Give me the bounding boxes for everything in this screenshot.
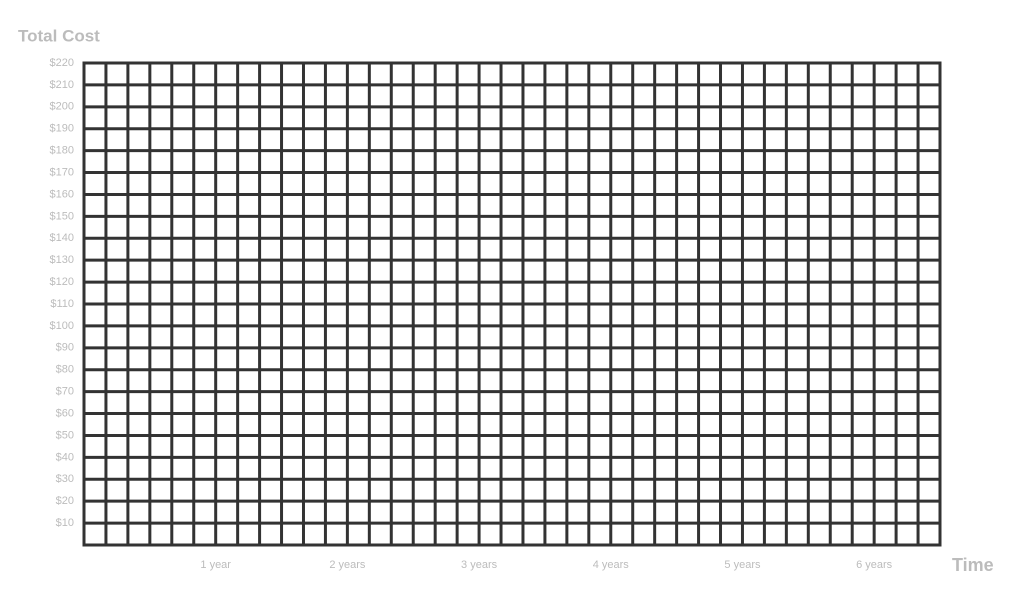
y-tick-label: $150: [50, 210, 74, 222]
y-tick-label: $70: [56, 386, 74, 398]
y-tick-label: $60: [56, 407, 74, 419]
x-axis-label: Time: [952, 555, 994, 575]
y-tick-label: $180: [50, 145, 74, 157]
y-tick-label: $130: [50, 254, 74, 266]
y-tick-label: $160: [50, 188, 74, 200]
x-tick-label: 4 years: [593, 559, 630, 571]
y-tick-label: $80: [56, 364, 74, 376]
y-tick-label: $100: [50, 320, 74, 332]
y-tick-label: $220: [50, 57, 74, 69]
y-tick-label: $110: [50, 298, 74, 310]
y-tick-label: $200: [50, 101, 74, 113]
y-tick-label: $40: [56, 451, 74, 463]
y-tick-label: $120: [50, 276, 74, 288]
y-tick-label: $140: [50, 232, 74, 244]
y-tick-label: $170: [50, 166, 74, 178]
x-tick-label: 6 years: [856, 559, 893, 571]
x-tick-label: 1 year: [200, 559, 231, 571]
y-tick-label: $30: [56, 473, 74, 485]
y-tick-label: $10: [56, 517, 74, 529]
y-tick-label: $90: [56, 342, 74, 354]
y-axis-label: Total Cost: [18, 26, 100, 45]
y-tick-label: $20: [56, 495, 74, 507]
x-tick-label: 5 years: [724, 559, 761, 571]
y-tick-label: $50: [56, 429, 74, 441]
y-tick-label: $210: [50, 79, 74, 91]
x-tick-label: 2 years: [329, 559, 366, 571]
x-tick-label: 3 years: [461, 559, 498, 571]
y-tick-label: $190: [50, 123, 74, 135]
